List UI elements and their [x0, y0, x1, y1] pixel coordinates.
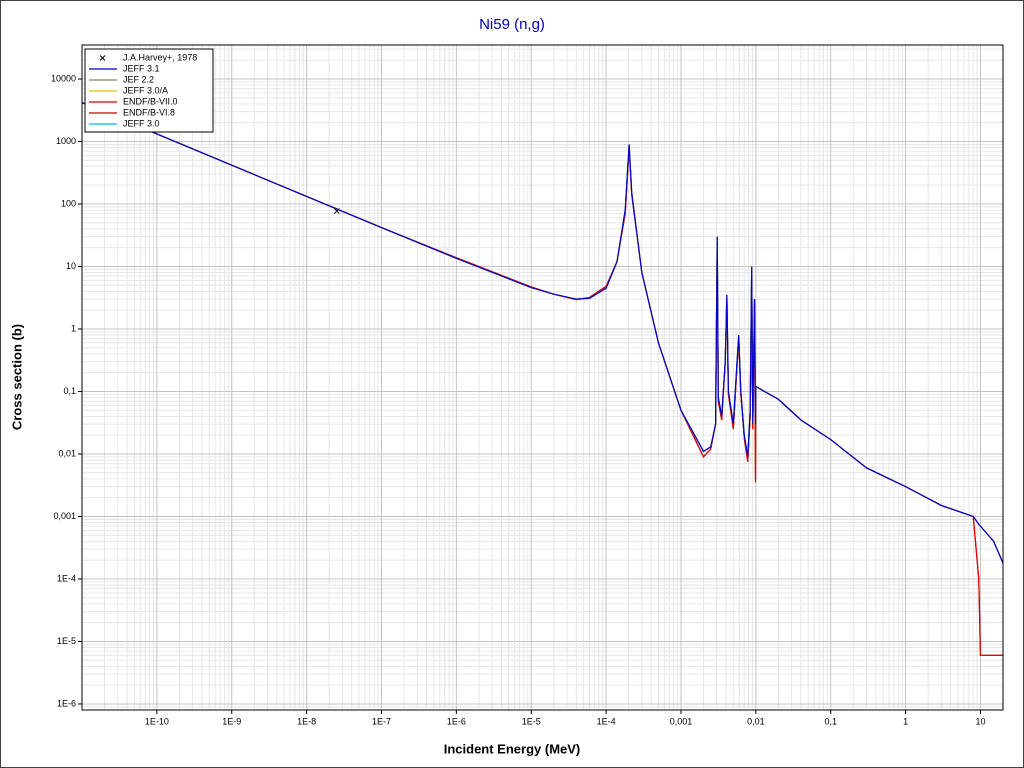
plot: [82, 101, 1003, 656]
y-tick-label: 1000: [56, 136, 76, 146]
y-tick-label: 100: [61, 198, 76, 208]
x-tick-label: 1E-6: [447, 716, 466, 726]
x-tick-label: 1E-9: [222, 716, 241, 726]
series-line: [82, 101, 1003, 564]
y-tick-label: 1E-4: [57, 573, 76, 583]
x-tick-label: 1E-8: [297, 716, 316, 726]
data-point: [333, 208, 340, 214]
legend-label: JEFF 3.1: [123, 63, 160, 73]
legend-label: JEFF 3.0: [123, 118, 160, 128]
legend-label: JEF 2.2: [123, 74, 154, 84]
legend-label: ENDF/B-VII.0: [123, 96, 178, 106]
y-tick-label: 10: [66, 261, 76, 271]
legend-label: ENDF/B-VI.8: [123, 107, 175, 117]
y-tick-label: 10000: [51, 73, 76, 83]
legend-label: J.A.Harvey+, 1978: [123, 52, 197, 62]
x-tick-label: 0,01: [747, 716, 765, 726]
grid: [82, 45, 1003, 710]
legend-label: JEFF 3.0/A: [123, 85, 168, 95]
y-tick-label: 1: [71, 323, 76, 333]
x-tick-label: 1E-4: [597, 716, 616, 726]
axes: 1E-10 1E-9 1E-8 1E-7 1E-6 1E-5 1E-4 0,001 0,01 0,…: [51, 44, 1004, 726]
y-tick-label: 0,001: [53, 511, 76, 521]
x-tick-label: 1E-10: [145, 716, 169, 726]
y-axis-label: Cross section (b): [9, 324, 24, 430]
x-tick-label: 1: [903, 716, 908, 726]
x-axis-label: Incident Energy (MeV): [444, 741, 581, 756]
y-tick-label: 0,01: [58, 448, 76, 458]
x-tick-label: 1E-5: [522, 716, 541, 726]
x-tick-label: 0,001: [670, 716, 693, 726]
x-tick-label: 0,1: [824, 716, 837, 726]
plot-border: [81, 44, 1004, 711]
chart-title: Ni59 (n,g): [479, 16, 545, 33]
y-tick-label: 1E-5: [57, 636, 76, 646]
legend-marker: [99, 55, 106, 61]
x-tick-label: 1E-7: [372, 716, 391, 726]
x-tick-label: 10: [975, 716, 985, 726]
y-tick-label: 0,1: [63, 386, 76, 396]
y-tick-label: 1E-6: [57, 698, 76, 708]
